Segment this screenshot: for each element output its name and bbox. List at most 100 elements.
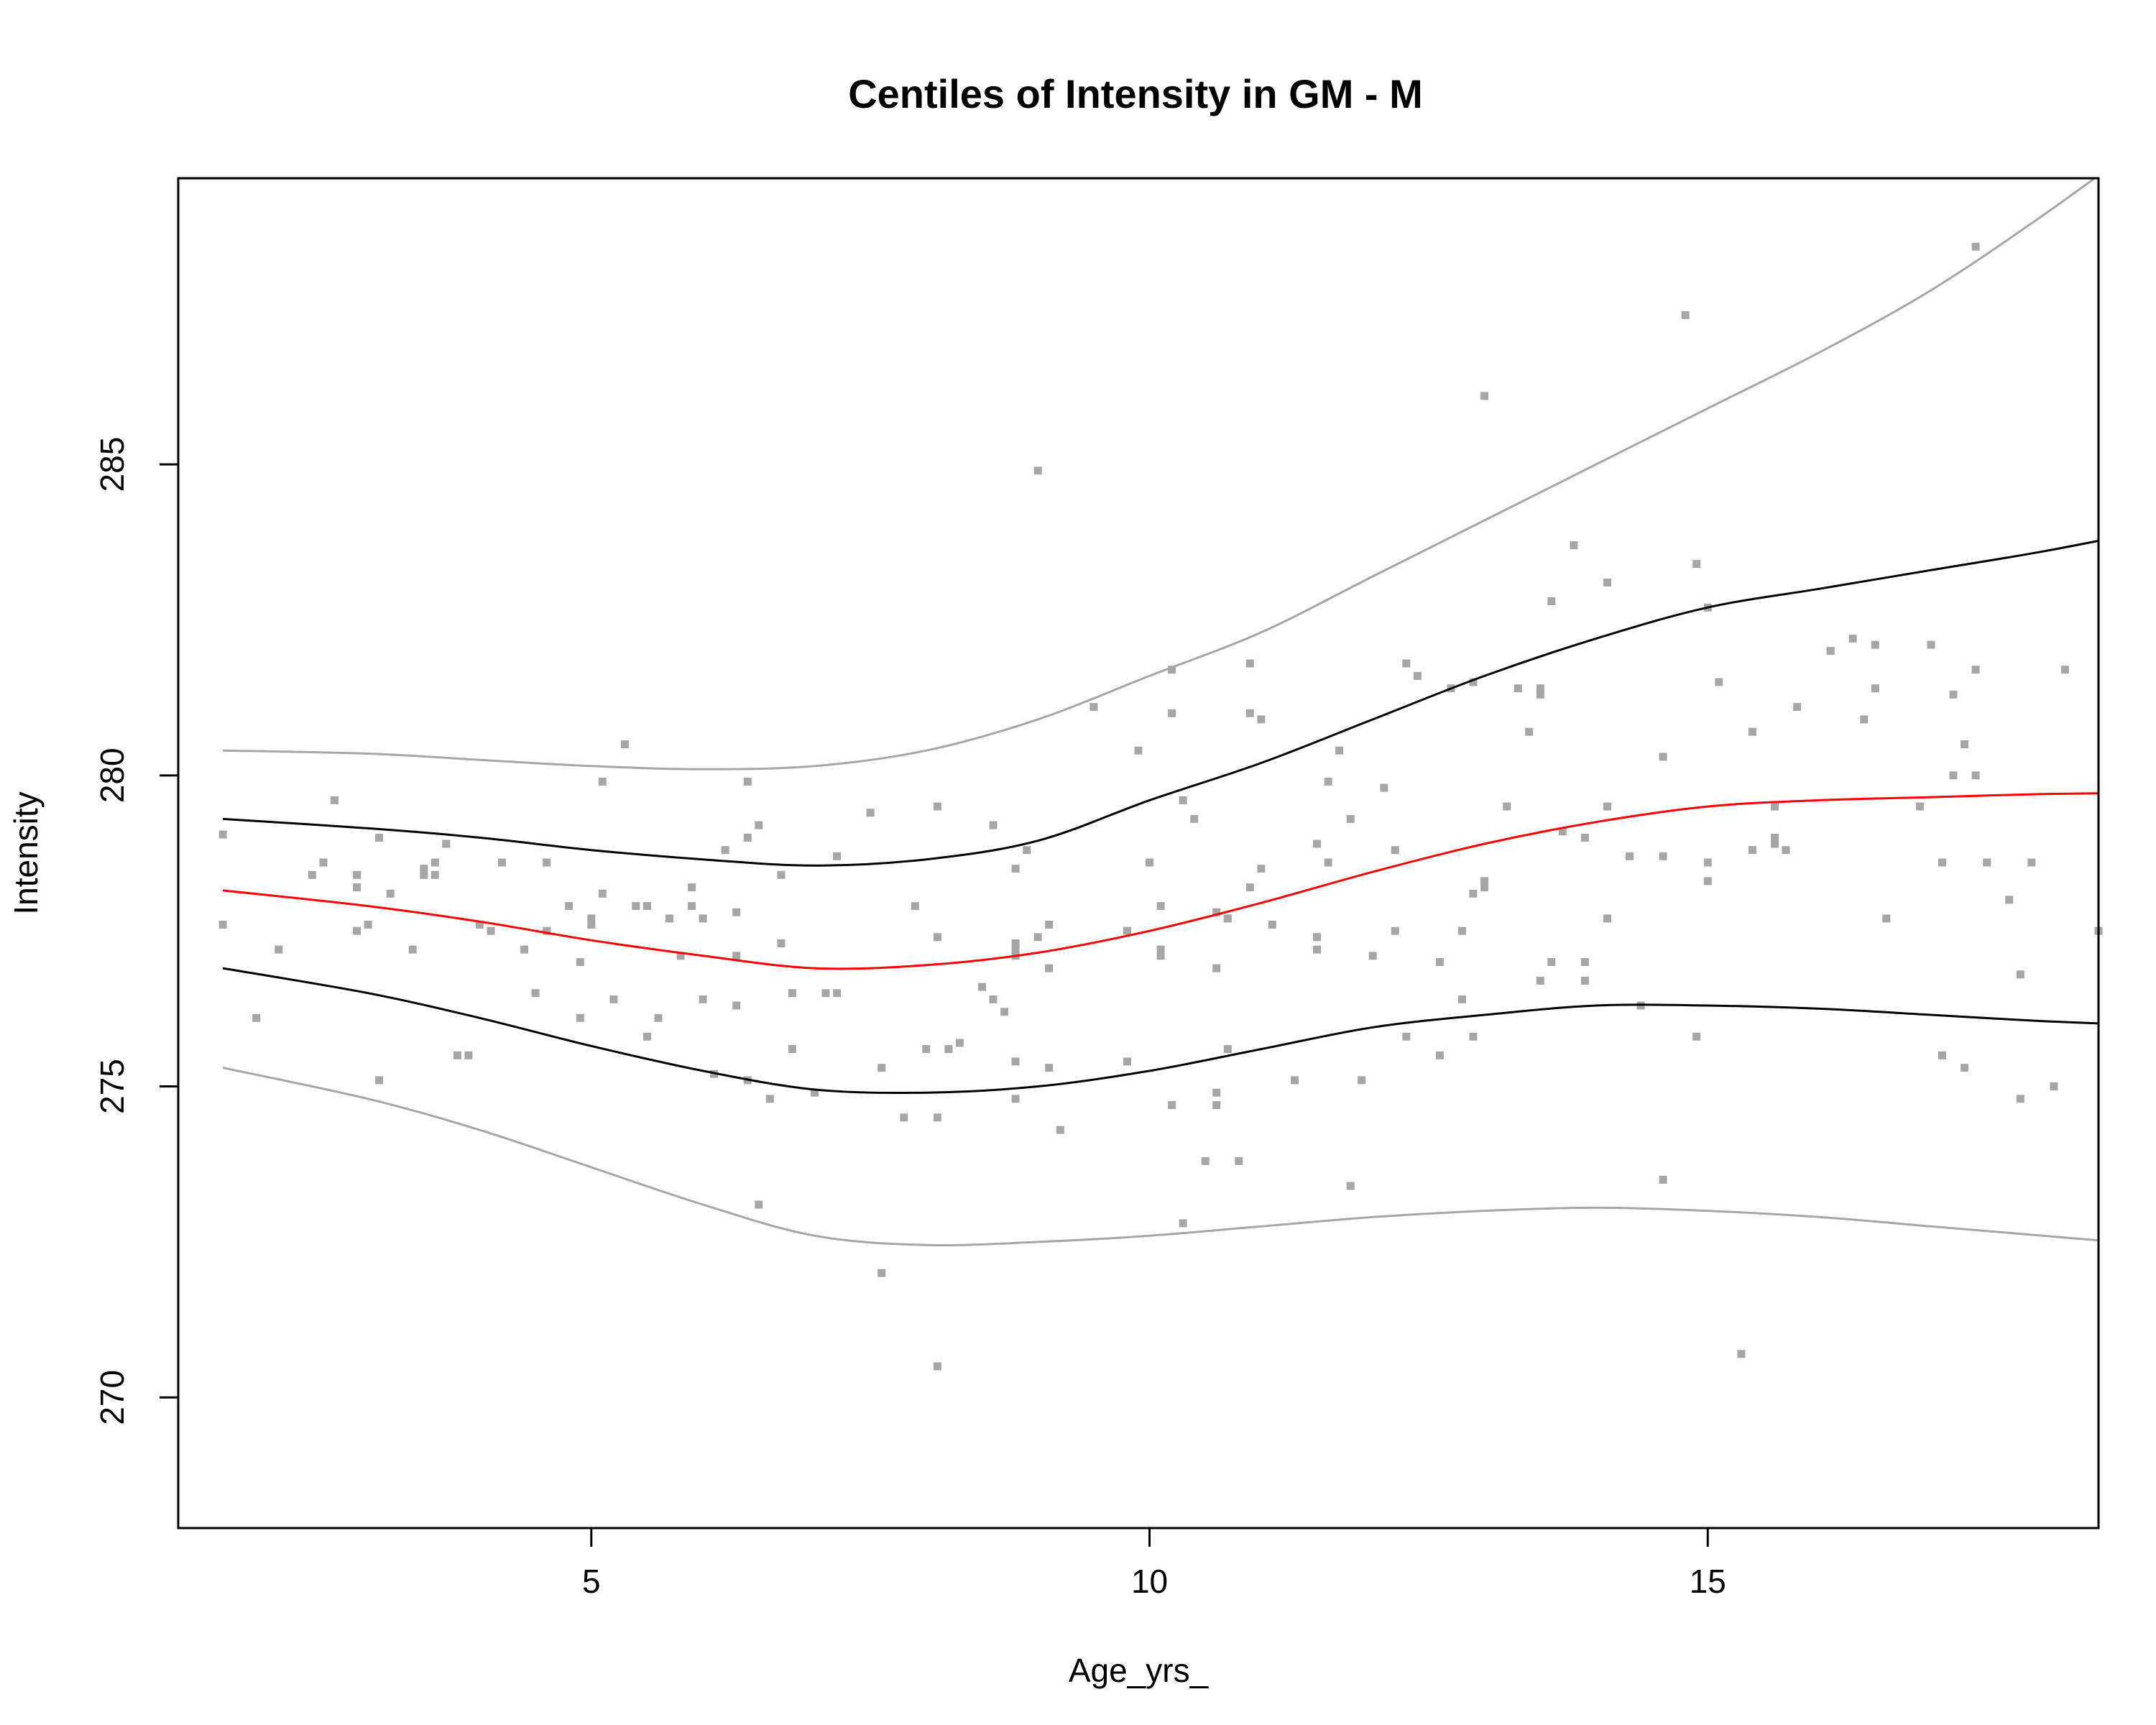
centile-curve-median: [223, 792, 2156, 969]
data-point: [777, 939, 785, 947]
data-point: [252, 1014, 260, 1022]
data-point: [609, 995, 617, 1003]
data-point: [1603, 914, 1611, 922]
data-point: [1436, 958, 1444, 966]
data-point: [1704, 859, 1712, 867]
points-layer: [219, 243, 2103, 1371]
data-point: [587, 921, 595, 929]
data-point: [576, 1014, 584, 1022]
data-point: [934, 1363, 941, 1371]
data-point: [1537, 977, 1544, 985]
data-point: [1950, 691, 1958, 699]
data-point: [1089, 703, 1097, 711]
data-point: [1012, 1095, 1020, 1103]
data-point: [1436, 1052, 1444, 1059]
data-point: [1391, 846, 1399, 854]
data-point: [1268, 921, 1276, 929]
data-point: [1961, 740, 1968, 748]
data-point: [1972, 771, 1980, 779]
data-point: [1704, 877, 1712, 885]
data-point: [543, 859, 550, 867]
x-axis: 5 10 15: [582, 1528, 1726, 1600]
data-point: [1235, 1157, 1243, 1165]
data-point: [1581, 977, 1589, 985]
x-tick-label: 5: [582, 1563, 601, 1600]
data-point: [1224, 914, 1232, 922]
x-axis-label: Age_yrs_: [1069, 1652, 1210, 1689]
data-point: [1380, 784, 1388, 792]
data-point: [1860, 715, 1868, 723]
data-point: [978, 983, 986, 991]
data-point: [643, 902, 651, 910]
data-point: [1950, 771, 1958, 779]
data-point: [1402, 1033, 1410, 1041]
data-point: [1012, 865, 1020, 873]
data-point: [1503, 803, 1511, 811]
data-point: [1547, 958, 1555, 966]
y-axis: 270 275 280 285: [93, 437, 178, 1425]
data-point: [643, 1033, 651, 1041]
data-point: [1938, 859, 1946, 867]
data-point: [308, 871, 316, 879]
data-point: [1972, 243, 1980, 251]
y-tick-label: 270: [93, 1370, 131, 1425]
data-point: [1135, 747, 1143, 755]
data-point: [387, 890, 395, 898]
data-point: [1313, 946, 1321, 954]
data-point: [1682, 311, 1690, 319]
data-point: [1771, 840, 1779, 848]
data-point: [1034, 933, 1042, 941]
data-point: [1313, 933, 1321, 941]
data-point: [688, 902, 696, 910]
data-point: [1023, 846, 1031, 854]
data-point: [520, 946, 528, 954]
data-point: [275, 946, 282, 954]
data-point: [1045, 921, 1053, 929]
data-point: [655, 1014, 663, 1022]
data-point: [1972, 666, 1980, 673]
data-point: [1257, 865, 1265, 873]
data-point: [922, 1045, 930, 1053]
data-point: [788, 989, 796, 997]
data-point: [732, 952, 740, 960]
data-point: [1626, 852, 1634, 860]
data-point: [1179, 1219, 1187, 1227]
data-point: [2061, 666, 2069, 673]
data-point: [1581, 834, 1589, 842]
data-point: [364, 921, 372, 929]
y-tick-label: 285: [93, 437, 131, 492]
data-point: [1749, 846, 1756, 854]
data-point: [2027, 859, 2035, 867]
data-point: [1123, 1057, 1131, 1065]
data-point: [431, 859, 439, 867]
data-point: [1771, 803, 1779, 811]
data-point: [1715, 678, 1723, 686]
data-point: [1313, 840, 1321, 848]
data-point: [1458, 995, 1466, 1003]
data-point: [1882, 914, 1890, 922]
x-tick-label: 10: [1131, 1563, 1168, 1600]
data-point: [699, 995, 707, 1003]
chart-title: Centiles of Intensity in GM - M: [848, 71, 1423, 116]
data-point: [944, 1045, 952, 1053]
data-point: [1782, 846, 1790, 854]
data-point: [1659, 753, 1667, 760]
data-point: [1056, 1126, 1064, 1134]
data-point: [464, 1052, 472, 1059]
data-point: [766, 1095, 774, 1103]
data-point: [353, 883, 361, 891]
data-point: [1514, 684, 1522, 692]
data-point: [1369, 952, 1377, 960]
centile-curve-outer-lower: [223, 1068, 2156, 1248]
data-point: [822, 989, 830, 997]
data-point: [1168, 1101, 1176, 1109]
y-tick-label: 275: [93, 1059, 131, 1114]
data-point: [877, 1064, 885, 1072]
data-point: [877, 1269, 885, 1277]
data-point: [1659, 1176, 1667, 1184]
data-point: [1480, 883, 1488, 891]
centile-curve-inner-upper: [223, 520, 2156, 865]
data-point: [1246, 660, 1254, 668]
data-point: [732, 908, 740, 916]
data-point: [1927, 641, 1935, 649]
